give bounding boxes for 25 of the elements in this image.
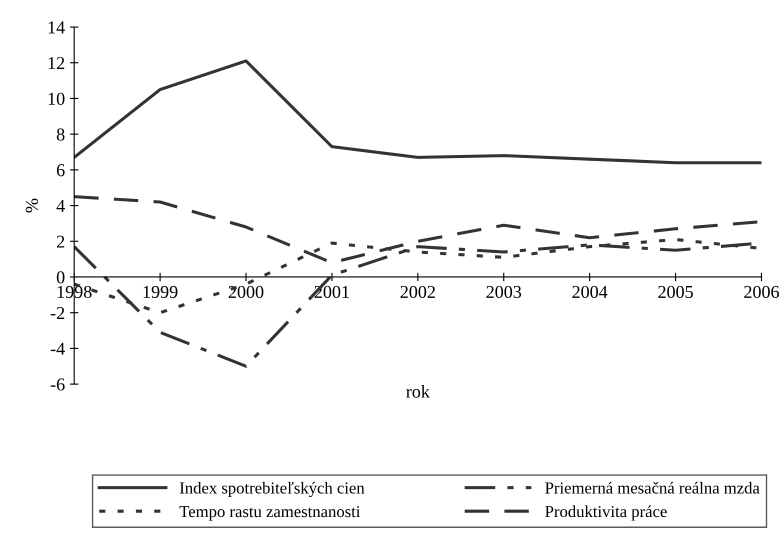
x-tick-label: 1999	[144, 286, 178, 298]
x-tick-label: 2006	[744, 286, 779, 298]
x-tick-label: 2003	[486, 286, 522, 298]
y-tick-label: 8	[56, 128, 64, 141]
legend-label: Tempo rastu zamestnanosti	[180, 506, 360, 521]
x-tick-label: 2002	[400, 286, 435, 298]
y-axis-title: %	[26, 198, 38, 212]
y-tick-label: 6	[56, 164, 65, 176]
y-tick-label: 10	[48, 92, 64, 105]
line-series	[74, 59, 762, 164]
x-axis-title: rok	[406, 385, 430, 398]
y-tick-label: 2	[56, 236, 64, 248]
y-tick-label: 12	[48, 57, 64, 70]
x-tick-label: 2005	[658, 286, 693, 298]
y-tick-label: -6	[50, 378, 65, 391]
y-tick-label: -2	[50, 307, 64, 319]
y-tick-label: 14	[48, 21, 65, 34]
legend-label: Produktivita práce	[545, 505, 667, 521]
y-tick-label: 4	[56, 200, 65, 212]
legend-label: Priemerná mesačná reálna mzda	[545, 482, 760, 494]
x-tick-label: 2000	[228, 286, 264, 298]
y-tick-label: -4	[50, 342, 65, 355]
y-tick-label: 0	[56, 271, 64, 284]
x-tick-label: 2004	[572, 286, 608, 298]
legend-label: Index spotrebiteľských cien	[180, 482, 364, 498]
